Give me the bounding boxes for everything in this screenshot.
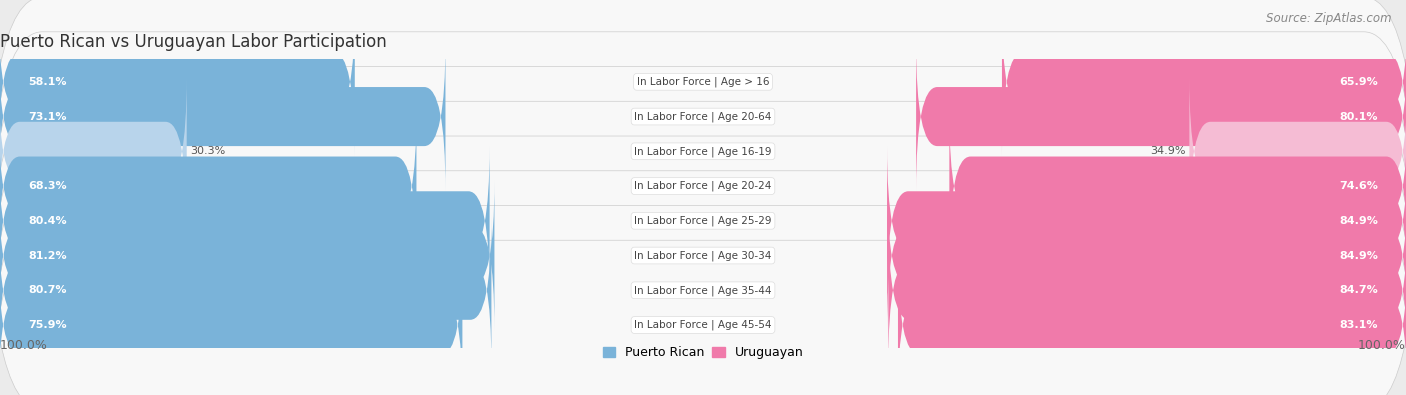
FancyBboxPatch shape [917,42,1406,191]
Text: 80.7%: 80.7% [28,285,66,295]
Text: 65.9%: 65.9% [1339,77,1378,87]
FancyBboxPatch shape [887,181,1406,330]
FancyBboxPatch shape [1002,7,1406,156]
FancyBboxPatch shape [0,146,489,295]
Text: 30.3%: 30.3% [190,146,225,156]
FancyBboxPatch shape [0,0,1406,310]
FancyBboxPatch shape [0,132,1406,395]
Text: In Labor Force | Age 30-34: In Labor Force | Age 30-34 [634,250,772,261]
FancyBboxPatch shape [0,0,1406,275]
FancyBboxPatch shape [0,97,1406,395]
FancyBboxPatch shape [887,146,1406,295]
Text: Puerto Rican vs Uruguayan Labor Participation: Puerto Rican vs Uruguayan Labor Particip… [0,32,387,51]
FancyBboxPatch shape [0,7,354,156]
Text: 73.1%: 73.1% [28,111,66,122]
Text: 81.2%: 81.2% [28,250,66,261]
Text: 84.7%: 84.7% [1339,285,1378,295]
Text: In Labor Force | Age 20-24: In Labor Force | Age 20-24 [634,181,772,191]
FancyBboxPatch shape [0,250,463,395]
Text: In Labor Force | Age 20-64: In Labor Force | Age 20-64 [634,111,772,122]
Text: 80.4%: 80.4% [28,216,66,226]
FancyBboxPatch shape [0,216,492,365]
Text: In Labor Force | Age 45-54: In Labor Force | Age 45-54 [634,320,772,330]
FancyBboxPatch shape [898,250,1406,395]
FancyBboxPatch shape [0,0,1406,344]
Text: 74.6%: 74.6% [1339,181,1378,191]
FancyBboxPatch shape [0,62,1406,395]
Text: 100.0%: 100.0% [1358,339,1406,352]
Text: 34.9%: 34.9% [1150,146,1185,156]
Text: 83.1%: 83.1% [1340,320,1378,330]
Text: In Labor Force | Age > 16: In Labor Force | Age > 16 [637,77,769,87]
Legend: Puerto Rican, Uruguayan: Puerto Rican, Uruguayan [598,341,808,365]
Text: 84.9%: 84.9% [1339,216,1378,226]
Text: In Labor Force | Age 16-19: In Labor Force | Age 16-19 [634,146,772,156]
FancyBboxPatch shape [0,181,495,330]
Text: 58.1%: 58.1% [28,77,66,87]
FancyBboxPatch shape [0,0,1406,379]
Text: In Labor Force | Age 25-29: In Labor Force | Age 25-29 [634,216,772,226]
Text: In Labor Force | Age 35-44: In Labor Force | Age 35-44 [634,285,772,295]
Text: Source: ZipAtlas.com: Source: ZipAtlas.com [1267,12,1392,25]
Text: 100.0%: 100.0% [0,339,48,352]
Text: 75.9%: 75.9% [28,320,66,330]
FancyBboxPatch shape [0,77,187,226]
FancyBboxPatch shape [0,111,416,261]
FancyBboxPatch shape [1189,77,1406,226]
FancyBboxPatch shape [889,216,1406,365]
FancyBboxPatch shape [949,111,1406,261]
Text: 68.3%: 68.3% [28,181,66,191]
FancyBboxPatch shape [0,42,446,191]
Text: 80.1%: 80.1% [1340,111,1378,122]
FancyBboxPatch shape [0,28,1406,395]
Text: 84.9%: 84.9% [1339,250,1378,261]
